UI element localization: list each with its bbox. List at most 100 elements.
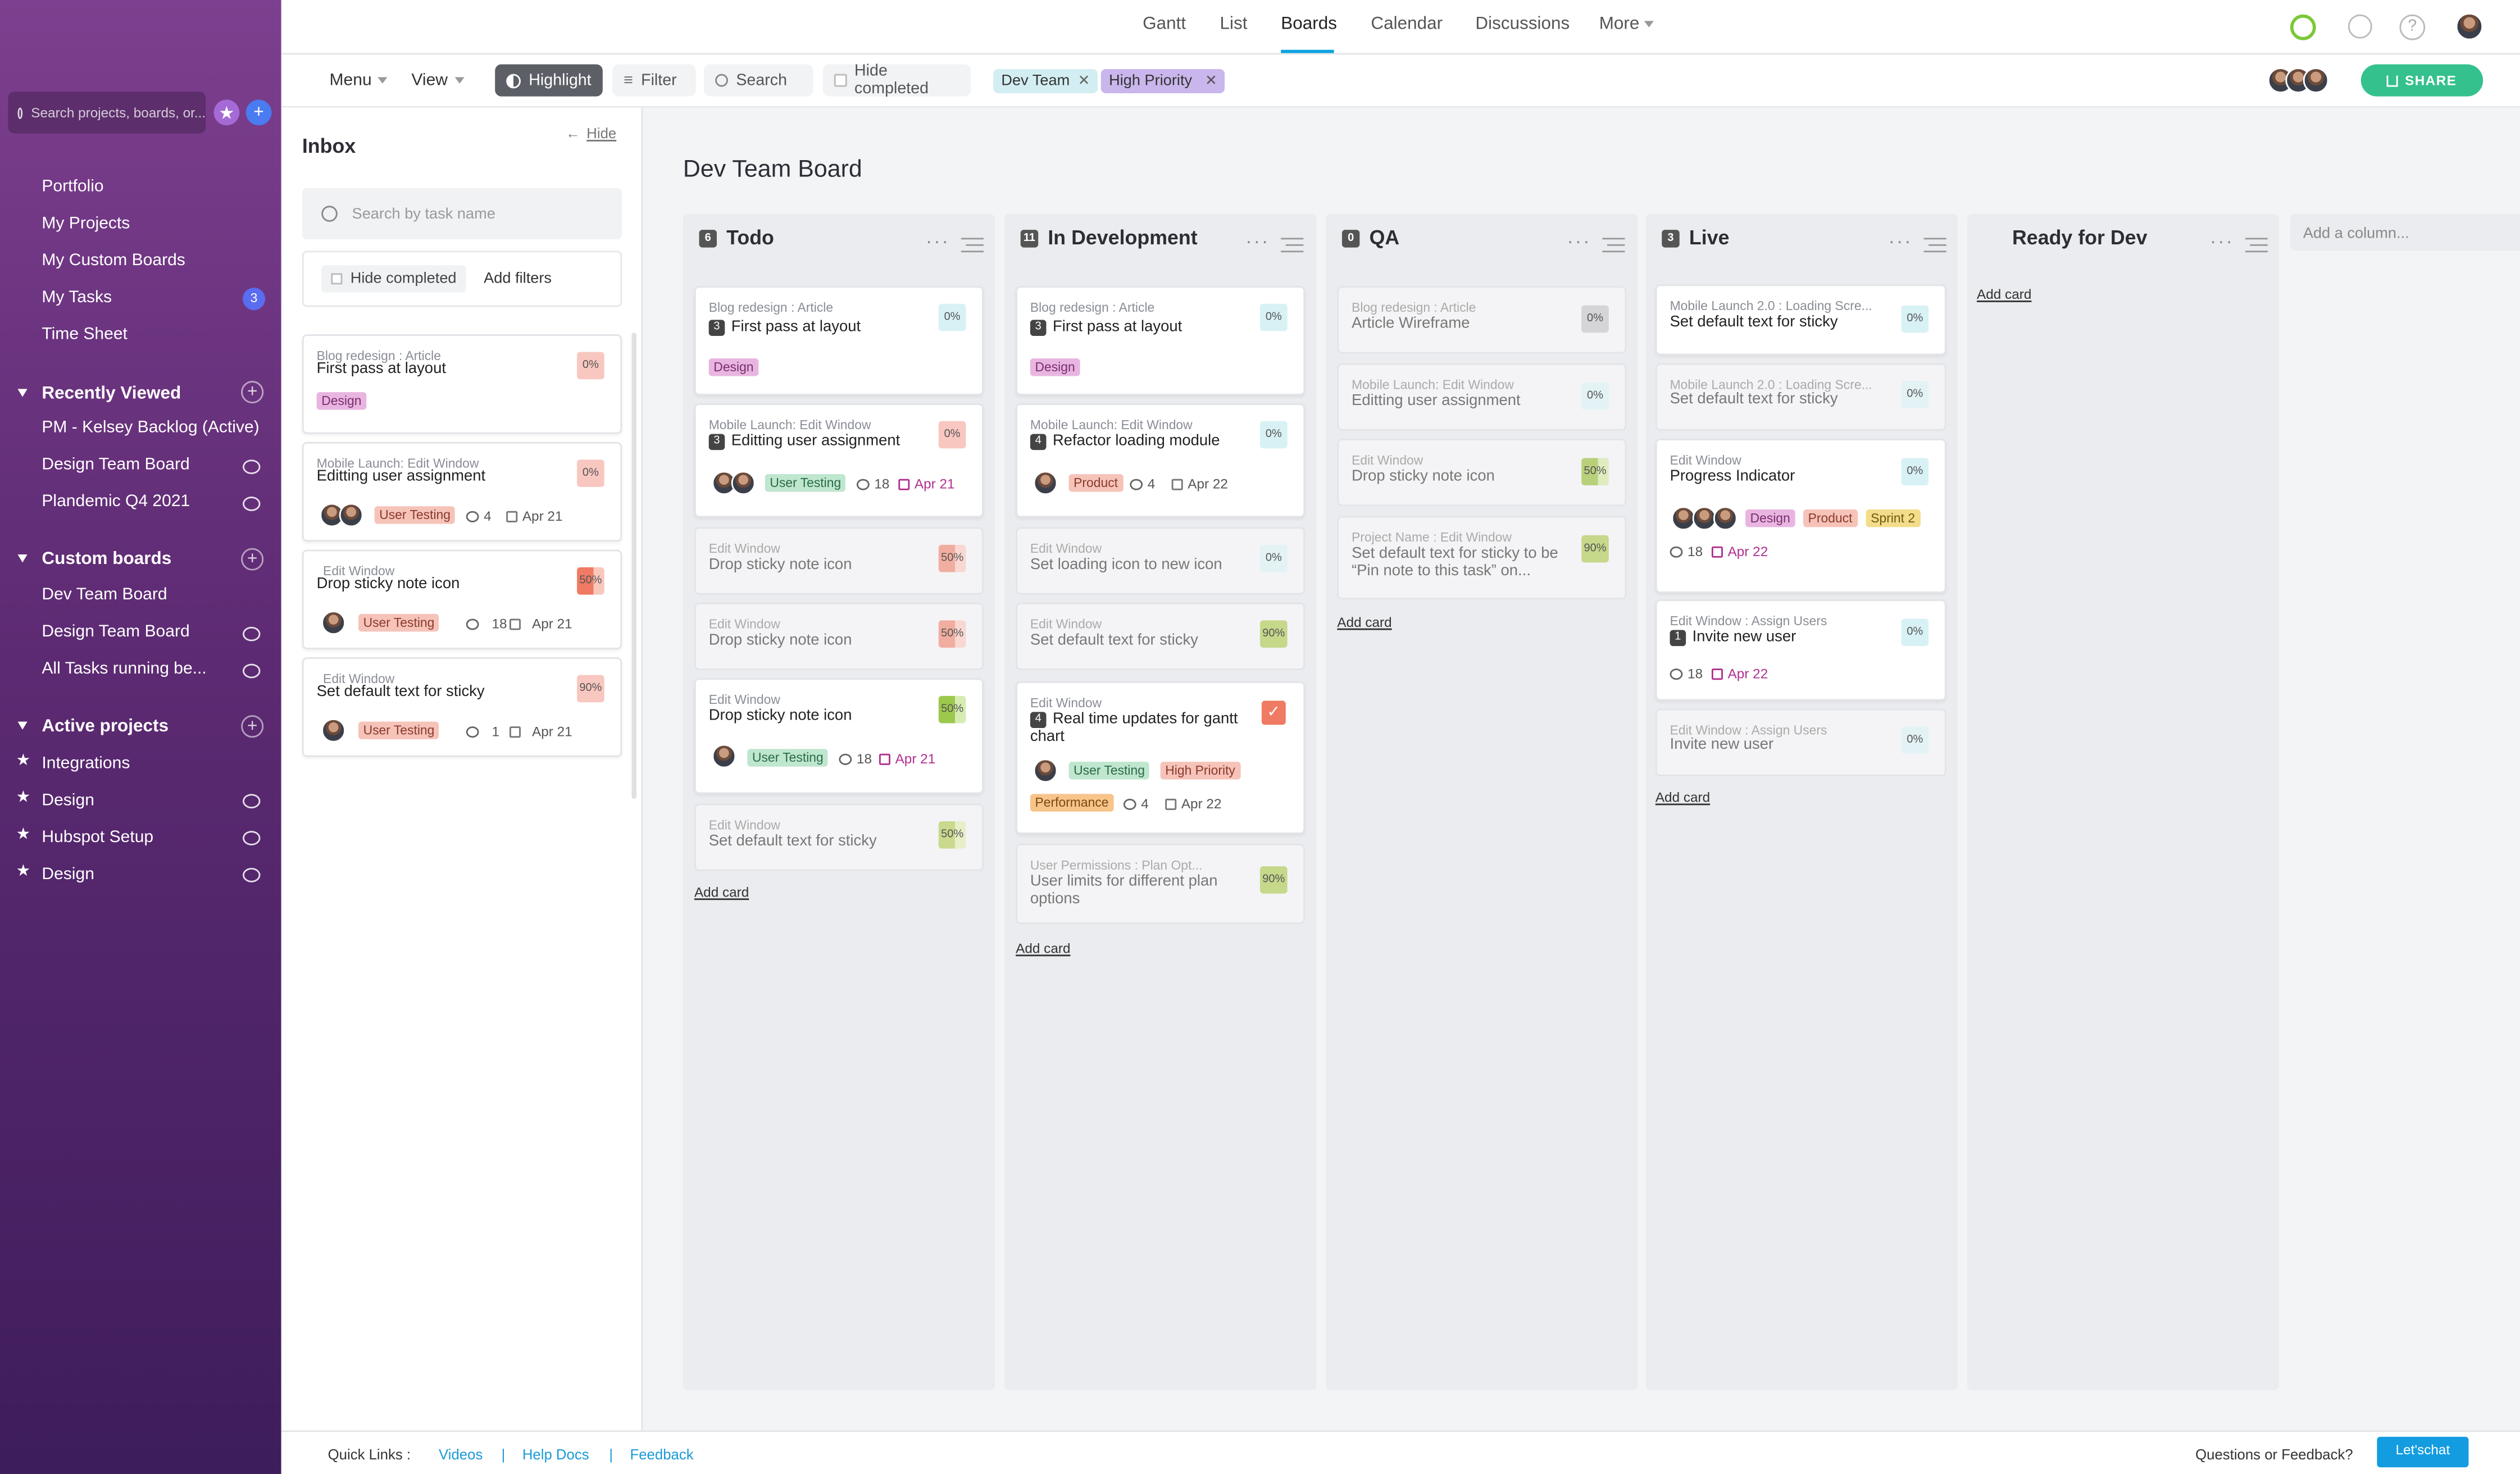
sidebar-item-project[interactable]: Integrations [42,753,130,774]
sidebar-item-project[interactable]: Hubspot Setup [42,827,154,847]
sidebar-search-input[interactable]: Search projects, boards, or... [8,92,206,134]
view-dropdown[interactable]: View [411,71,464,90]
task-card[interactable]: Blog redesign : Article Article Wirefram… [1337,286,1627,354]
recently-viewed-caret-icon[interactable] [17,389,28,397]
more-options-icon[interactable]: ··· [925,230,950,253]
task-card[interactable]: Edit Window Set loading icon to new icon… [1016,527,1306,595]
inbox-task-card[interactable]: Edit Window Drop sticky note icon 50% Us… [302,549,622,649]
videos-link[interactable]: Videos [439,1446,483,1463]
assignee-avatar[interactable] [321,718,346,743]
tab-gantt[interactable]: Gantt [1143,14,1186,34]
column-sort-icon[interactable] [961,238,984,253]
filter-chip-dev-team[interactable]: Dev Team ✕ [993,69,1098,93]
team-member-avatar[interactable] [2303,67,2329,93]
inbox-hide-completed-toggle[interactable]: Hide completed [321,265,466,293]
sidebar-item-project[interactable]: Design [42,790,94,810]
chat-bubble-icon[interactable] [243,497,261,511]
active-projects-header[interactable]: Active projects [42,717,169,736]
task-card[interactable]: Edit Window 4 Real time updates for gantt… [1016,681,1306,834]
recently-viewed-header[interactable]: Recently Viewed [42,384,181,404]
sidebar-item-project[interactable]: Design [42,865,94,884]
more-options-icon[interactable]: ··· [1888,230,1913,253]
search-icon[interactable] [2348,14,2372,39]
task-card[interactable]: User Permissions : Plan Opt... User limi… [1016,844,1306,925]
task-card[interactable]: Edit Window Progress Indicator 0% Design… [1655,439,1946,593]
task-card[interactable]: Edit Window : Assign Users 1 Invite new u… [1655,599,1946,701]
completed-check-icon[interactable]: ✓ [1261,700,1286,725]
more-options-icon[interactable]: ··· [1245,230,1270,253]
recently-viewed-add-button[interactable]: + [241,381,264,404]
sidebar-item-time-sheet[interactable]: Time Sheet [42,324,128,344]
add-project-button[interactable]: + [245,99,272,126]
task-card[interactable]: Project Name : Edit Window Set default t… [1337,516,1627,600]
chat-bubble-icon[interactable] [243,867,261,882]
assignee-avatar[interactable] [1671,506,1696,531]
task-card[interactable]: Edit Window Set default text for sticky … [694,803,984,871]
task-card[interactable]: Edit Window Drop sticky note icon 50% [1337,439,1627,507]
task-card[interactable]: Mobile Launch: Edit Window Editting user… [1337,363,1627,431]
chat-bubble-icon[interactable] [243,831,261,845]
assignee-avatar[interactable] [339,503,363,527]
timer-clock-icon[interactable] [2290,14,2316,40]
task-card[interactable]: Edit Window Drop sticky note icon 50% [694,527,984,595]
sidebar-item-board[interactable]: Design Team Board [42,622,190,642]
help-docs-link[interactable]: Help Docs [522,1446,589,1463]
star-icon[interactable]: ★ [16,826,31,844]
column-header[interactable]: 6 Todo [699,226,774,249]
toolbar-search-input[interactable]: Search [704,64,813,97]
user-avatar[interactable] [2455,12,2483,40]
task-card[interactable]: Mobile Launch: Edit Window 3 Editting use… [694,403,984,518]
chat-bubble-icon[interactable] [243,663,261,679]
task-card[interactable]: Blog redesign : Article 3 First pass at l… [694,286,984,395]
column-sort-icon[interactable] [1281,238,1304,253]
assignee-avatar[interactable] [712,744,736,768]
add-card-button[interactable]: Add card [694,884,749,900]
share-button[interactable]: SHARE [2360,64,2483,97]
chat-button[interactable]: Let'schat [2377,1436,2469,1468]
feedback-link[interactable]: Feedback [630,1446,694,1463]
close-icon[interactable]: ✕ [1205,72,1217,89]
column-sort-icon[interactable] [1923,238,1946,253]
star-icon[interactable]: ★ [16,863,31,881]
filter-button[interactable]: ≡ Filter [612,64,696,97]
add-filters-button[interactable]: Add filters [484,270,552,288]
custom-boards-header[interactable]: Custom boards [42,549,172,569]
chat-bubble-icon[interactable] [243,460,261,474]
chat-bubble-icon[interactable] [243,794,261,809]
assignee-avatar[interactable] [1033,471,1058,495]
sidebar-item-recent[interactable]: PM - Kelsey Backlog (Active) [42,417,260,438]
add-column-input[interactable]: Add a column... [2290,213,2520,251]
task-card[interactable]: Edit Window Drop sticky note icon 50% [694,602,984,671]
inbox-search-input[interactable]: Search by task name [302,188,622,240]
inbox-scrollbar[interactable] [631,333,636,799]
assignee-avatar[interactable] [1033,758,1058,783]
tab-more[interactable]: More [1599,15,1654,34]
active-projects-add-button[interactable]: + [241,715,264,738]
add-card-button[interactable]: Add card [1977,286,2032,302]
column-header[interactable]: 0 QA [1341,226,1399,249]
column-header[interactable]: Ready for Dev [2012,226,2148,249]
assignee-avatar[interactable] [731,471,756,495]
tab-calendar[interactable]: Calendar [1371,14,1443,34]
custom-boards-caret-icon[interactable] [17,554,28,563]
inbox-task-card[interactable]: Blog redesign : Article First pass at la… [302,334,622,434]
sidebar-item-my-projects[interactable]: My Projects [42,213,130,233]
tab-discussions[interactable]: Discussions [1475,14,1570,34]
star-icon[interactable]: ★ [16,789,31,807]
sidebar-item-recent[interactable]: Plandemic Q4 2021 [42,492,190,511]
active-projects-caret-icon[interactable] [17,721,28,730]
help-icon[interactable]: ? [2399,14,2426,40]
tab-list[interactable]: List [1220,14,1248,34]
sidebar-item-my-tasks[interactable]: My Tasks [42,288,112,307]
task-card[interactable]: Mobile Launch 2.0 : Loading Scre... Set … [1655,363,1946,431]
star-icon[interactable]: ★ [16,752,31,770]
sidebar-item-my-custom-boards[interactable]: My Custom Boards [42,251,185,270]
chat-bubble-icon[interactable] [243,626,261,642]
assignee-avatar[interactable] [1713,506,1737,531]
tab-boards[interactable]: Boards [1281,14,1337,34]
task-card[interactable]: Edit Window : Assign Users Invite new us… [1655,708,1946,776]
add-card-button[interactable]: Add card [1016,940,1071,957]
hide-inbox-button[interactable]: ← Hide [566,125,616,142]
filter-chip-high-priority[interactable]: High Priority ✕ [1100,69,1225,93]
inbox-task-card[interactable]: Mobile Launch: Edit Window Editting user… [302,442,622,542]
